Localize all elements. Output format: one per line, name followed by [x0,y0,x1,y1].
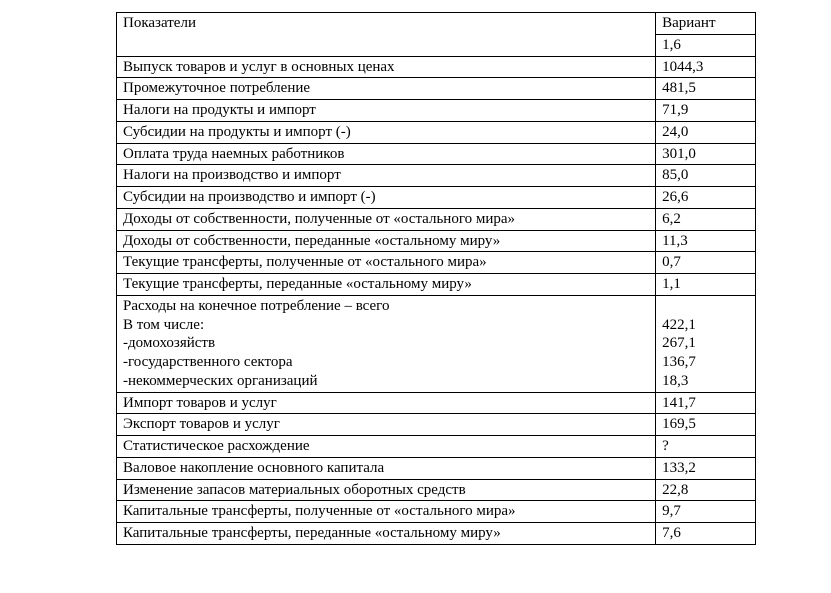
row-value: 9,7 [656,501,756,523]
row-value: 133,2 [656,457,756,479]
row-label: Субсидии на продукты и импорт (-) [117,121,656,143]
row-value: 85,0 [656,165,756,187]
table-row: Изменение запасов материальных оборотных… [117,479,756,501]
row-label: Налоги на продукты и импорт [117,100,656,122]
header-label-cell: Показатели [117,13,656,57]
row-label: Текущие трансферты, переданные «остально… [117,274,656,296]
table-row: Налоги на продукты и импорт71,9 [117,100,756,122]
header-value-top: Вариант [656,13,756,35]
row-label: Расходы на конечное потребление – всего … [117,295,656,392]
table-row: Экспорт товаров и услуг169,5 [117,414,756,436]
table-row: Импорт товаров и услуг141,7 [117,392,756,414]
row-value: 169,5 [656,414,756,436]
row-value: 0,7 [656,252,756,274]
row-value: 422,1 267,1 136,7 18,3 [656,295,756,392]
table-row: Доходы от собственности, переданные «ост… [117,230,756,252]
row-value: ? [656,436,756,458]
row-value: 1,1 [656,274,756,296]
row-label: Субсидии на производство и импорт (-) [117,187,656,209]
row-label: Налоги на производство и импорт [117,165,656,187]
row-value: 22,8 [656,479,756,501]
table-row: Субсидии на производство и импорт (-)26,… [117,187,756,209]
table-row: Капитальные трансферты, переданные «оста… [117,523,756,545]
table-header-row: Показатели Вариант [117,13,756,35]
table-row: Текущие трансферты, переданные «остально… [117,274,756,296]
table-row: Капитальные трансферты, полученные от «о… [117,501,756,523]
table-row: Налоги на производство и импорт85,0 [117,165,756,187]
row-label: Валовое накопление основного капитала [117,457,656,479]
table-row: Валовое накопление основного капитала133… [117,457,756,479]
row-label: Текущие трансферты, полученные от «остал… [117,252,656,274]
row-value: 1044,3 [656,56,756,78]
indicators-table: Показатели Вариант 1,6 Выпуск товаров и … [116,12,756,545]
table-row: Статистическое расхождение? [117,436,756,458]
row-label: Оплата труда наемных работников [117,143,656,165]
row-value: 24,0 [656,121,756,143]
table-row: Текущие трансферты, полученные от «остал… [117,252,756,274]
row-label: Изменение запасов материальных оборотных… [117,479,656,501]
table-row: Доходы от собственности, полученные от «… [117,208,756,230]
table-row: Выпуск товаров и услуг в основных ценах1… [117,56,756,78]
row-value: 141,7 [656,392,756,414]
row-label: Импорт товаров и услуг [117,392,656,414]
row-label: Капитальные трансферты, переданные «оста… [117,523,656,545]
row-label: Доходы от собственности, полученные от «… [117,208,656,230]
row-value: 7,6 [656,523,756,545]
row-value: 26,6 [656,187,756,209]
table-row: Субсидии на продукты и импорт (-)24,0 [117,121,756,143]
row-label: Промежуточное потребление [117,78,656,100]
row-label: Доходы от собственности, переданные «ост… [117,230,656,252]
table-row: Промежуточное потребление481,5 [117,78,756,100]
row-value: 301,0 [656,143,756,165]
header-value-bottom: 1,6 [656,34,756,56]
table-row: Расходы на конечное потребление – всего … [117,295,756,392]
row-label: Экспорт товаров и услуг [117,414,656,436]
row-label: Статистическое расхождение [117,436,656,458]
row-value: 71,9 [656,100,756,122]
row-label: Выпуск товаров и услуг в основных ценах [117,56,656,78]
row-value: 481,5 [656,78,756,100]
row-value: 6,2 [656,208,756,230]
row-value: 11,3 [656,230,756,252]
row-label: Капитальные трансферты, полученные от «о… [117,501,656,523]
table-row: Оплата труда наемных работников301,0 [117,143,756,165]
